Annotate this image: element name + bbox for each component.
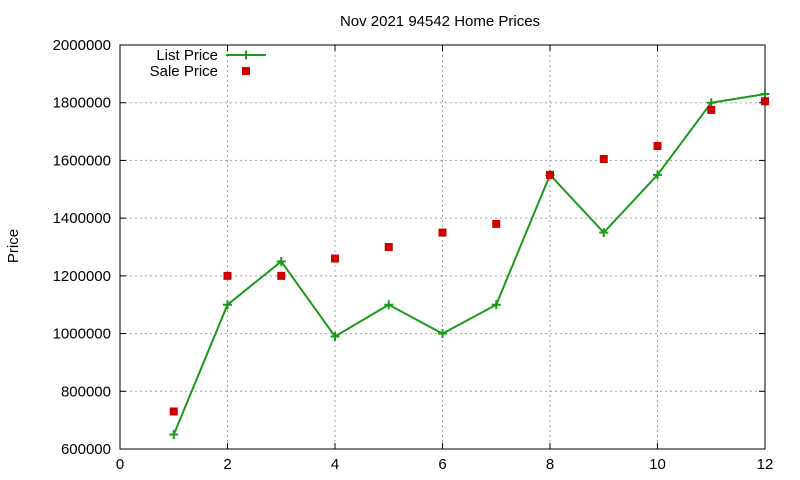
- list-price-point: [760, 89, 770, 99]
- legend-cross-swatch: [241, 50, 251, 60]
- y-tick-label: 1200000: [53, 268, 111, 285]
- list-price-point: [223, 300, 232, 310]
- plot-frame: [119, 44, 766, 450]
- list-price-point: [330, 331, 340, 341]
- axis-ticks: 600000 800000 1000000 1200000 1400000 1600000…: [53, 37, 774, 473]
- sale-price-point: [331, 254, 339, 263]
- y-tick-label: 800000: [61, 383, 111, 400]
- list-price-point: [276, 256, 286, 266]
- list-price-line: [172, 93, 766, 435]
- sale-price-point: [599, 154, 608, 163]
- y-tick-label: 1400000: [53, 210, 111, 227]
- sale-price-point: [438, 228, 447, 237]
- sale-price-point: [384, 243, 393, 251]
- list-price-point: [169, 430, 179, 440]
- y-tick-label: 1000000: [53, 326, 111, 343]
- series-0: [169, 89, 770, 440]
- x-tick-label: 4: [331, 456, 339, 473]
- series-1: [169, 97, 769, 416]
- list-price-point: [384, 300, 394, 310]
- sale-price-point: [707, 105, 716, 114]
- x-tick-label: 6: [438, 456, 446, 473]
- y-tick-label: 600000: [61, 441, 111, 458]
- x-tick-label: 8: [546, 456, 554, 473]
- sale-price-point: [169, 407, 178, 416]
- x-tick-label: 12: [757, 456, 774, 473]
- legend-label: List Price: [156, 47, 218, 64]
- list-price-point: [653, 170, 662, 180]
- series-layer: [169, 89, 770, 440]
- y-axis-label: Price: [5, 229, 22, 263]
- sale-price-point: [761, 97, 769, 106]
- x-tick-label: 2: [223, 456, 231, 473]
- sale-price-point: [277, 271, 286, 280]
- x-tick-label: 10: [649, 456, 666, 473]
- y-tick-label: 1800000: [53, 95, 111, 112]
- sale-price-point: [492, 219, 501, 228]
- x-tick-label: 0: [116, 456, 124, 473]
- legend-label: Sale Price: [150, 63, 218, 80]
- legend-square-swatch: [242, 67, 250, 75]
- list-price-point: [706, 98, 716, 108]
- y-tick-label: 2000000: [53, 37, 111, 54]
- list-price-point: [599, 228, 609, 238]
- sale-price-point: [653, 142, 662, 150]
- chart-title: Nov 2021 94542 Home Prices: [340, 13, 540, 30]
- sale-price-point: [546, 170, 554, 179]
- sale-price-point: [223, 271, 232, 280]
- y-tick-label: 1600000: [53, 152, 111, 169]
- list-price-point: [438, 329, 447, 339]
- list-price-point: [491, 300, 501, 310]
- grid: [120, 45, 765, 449]
